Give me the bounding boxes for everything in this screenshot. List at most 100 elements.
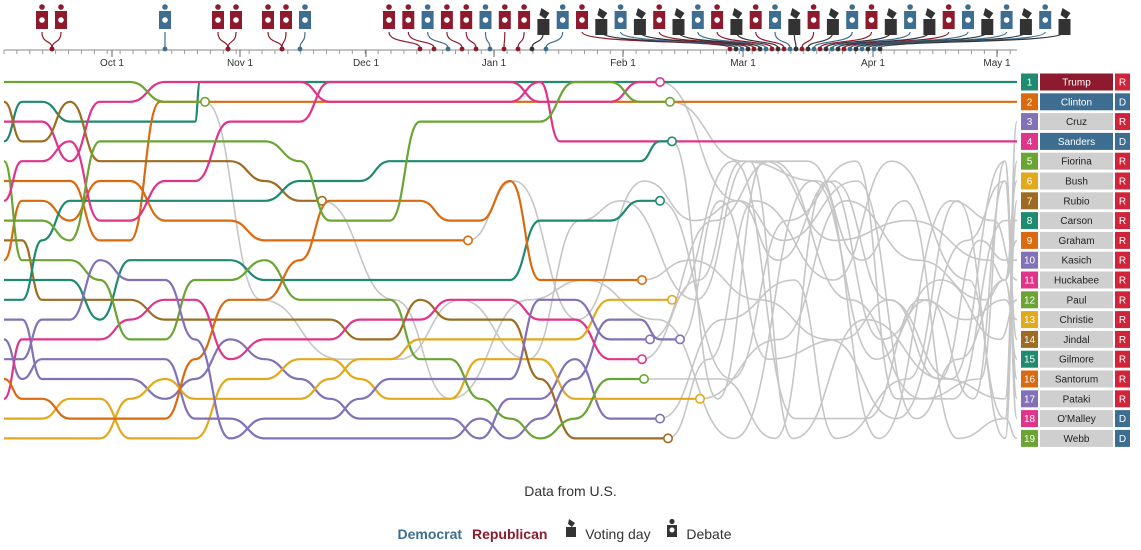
candidate-name: Rubio (1063, 196, 1090, 207)
rank-number: 10 (1024, 256, 1036, 267)
candidate-name: Jindal (1063, 335, 1089, 346)
timeline-axis: Oct 1 Nov 1 Dec 1 Jan 1 Feb 1 Mar 1 Apr 1 May 1 (3, 49, 1017, 69)
party-box (1115, 192, 1130, 210)
party-box (1115, 93, 1130, 111)
candidate-name: Clinton (1061, 97, 1092, 108)
line-bush (4, 358, 700, 440)
candidate-name: O'Malley (1057, 414, 1096, 425)
party-label: R (1119, 276, 1126, 287)
rank-row-7: 7 Rubio R (1021, 192, 1130, 210)
x-tick-label: Nov 1 (227, 58, 254, 69)
party-label: R (1119, 375, 1126, 386)
x-tick-label: Jan 1 (482, 58, 507, 69)
party-label: R (1119, 157, 1126, 168)
debate-icon (769, 4, 781, 29)
inactive-line (659, 120, 1018, 440)
rank-row-14: 14 Jindal R (1021, 330, 1130, 348)
line-pataki (4, 259, 650, 440)
candidate-box (1040, 172, 1113, 190)
event-dot (781, 46, 787, 52)
event-dot (769, 46, 775, 52)
event-connector (677, 31, 761, 49)
event-dot (751, 46, 757, 52)
rank-number: 11 (1024, 276, 1035, 287)
candidate-name: Webb (1064, 434, 1090, 445)
candidate-box (1040, 370, 1113, 388)
candidate-box (1040, 429, 1113, 447)
debate-icon (576, 4, 588, 29)
inactive-line (204, 101, 1018, 440)
party-box (1115, 172, 1130, 190)
event-connector (217, 31, 229, 49)
line-huckabee (2, 298, 642, 400)
event-dot (841, 46, 847, 52)
rank-number: 4 (1027, 137, 1033, 148)
line-fiorina (4, 80, 205, 103)
debate-icon (1039, 4, 1052, 29)
debate-icon (460, 4, 473, 29)
party-label: R (1119, 78, 1126, 89)
voting-day-icon (566, 519, 577, 537)
party-label: R (1119, 394, 1126, 405)
inactive-line (699, 180, 1018, 400)
event-dot (817, 46, 823, 52)
candidate-box (1040, 132, 1113, 150)
x-tick-label: Apr 1 (861, 58, 885, 69)
event-dot (733, 46, 739, 52)
candidate-box (1040, 93, 1113, 111)
event-connector (299, 31, 306, 49)
debate-icon (440, 4, 453, 29)
event-connector (446, 31, 463, 49)
candidate-box (1040, 192, 1113, 210)
line-paul (2, 160, 644, 440)
event-dot (431, 46, 437, 52)
rank-number: 2 (1027, 97, 1033, 108)
rank-swatch (1021, 291, 1038, 309)
event-dot (793, 46, 799, 52)
event-connector (407, 31, 435, 49)
party-label: D (1119, 97, 1126, 108)
event-dot (727, 46, 733, 52)
event-connector (819, 31, 873, 49)
rank-number: 18 (1024, 414, 1036, 425)
dropout-marker (654, 77, 665, 88)
event-connector (807, 31, 834, 49)
rank-row-6: 6 Bush R (1021, 172, 1130, 190)
candidate-box (1040, 311, 1113, 329)
rank-row-12: 12 Paul R (1021, 291, 1130, 309)
candidate-box (1040, 152, 1113, 170)
event-dot (417, 46, 423, 52)
voting-day-icon (788, 8, 801, 35)
party-box (1115, 251, 1130, 269)
rank-row-9: 9 Graham R (1021, 231, 1130, 249)
event-dot (859, 46, 865, 52)
x-tick-label: Dec 1 (353, 58, 380, 69)
party-label: D (1119, 434, 1126, 445)
party-label: R (1119, 236, 1126, 247)
event-connector (620, 31, 743, 49)
event-dot (799, 46, 805, 52)
party-label: D (1119, 137, 1126, 148)
event-connector (825, 31, 892, 49)
dropout-marker (638, 373, 649, 384)
candidate-box (1040, 113, 1113, 131)
rank-swatch (1021, 172, 1038, 190)
event-dot (225, 46, 231, 52)
inactive-line (643, 180, 1018, 440)
x-tick-label: Mar 1 (730, 58, 756, 69)
rank-swatch (1021, 132, 1038, 150)
candidate-name: Graham (1058, 236, 1094, 247)
rank-number: 6 (1027, 177, 1033, 188)
candidate-lines (2, 77, 1018, 444)
debate-icon (556, 4, 569, 29)
party-label: R (1119, 216, 1126, 227)
line-omalley (3, 80, 660, 222)
legend-republican: Republican (471, 526, 548, 543)
candidate-box (1040, 350, 1113, 368)
rank-row-4: 4 Sanders D (1021, 132, 1130, 150)
dropout-marker (666, 294, 677, 305)
event-connector (517, 31, 525, 49)
candidate-box (1040, 73, 1113, 91)
event-dot (279, 46, 285, 52)
debate-icon (653, 4, 666, 29)
